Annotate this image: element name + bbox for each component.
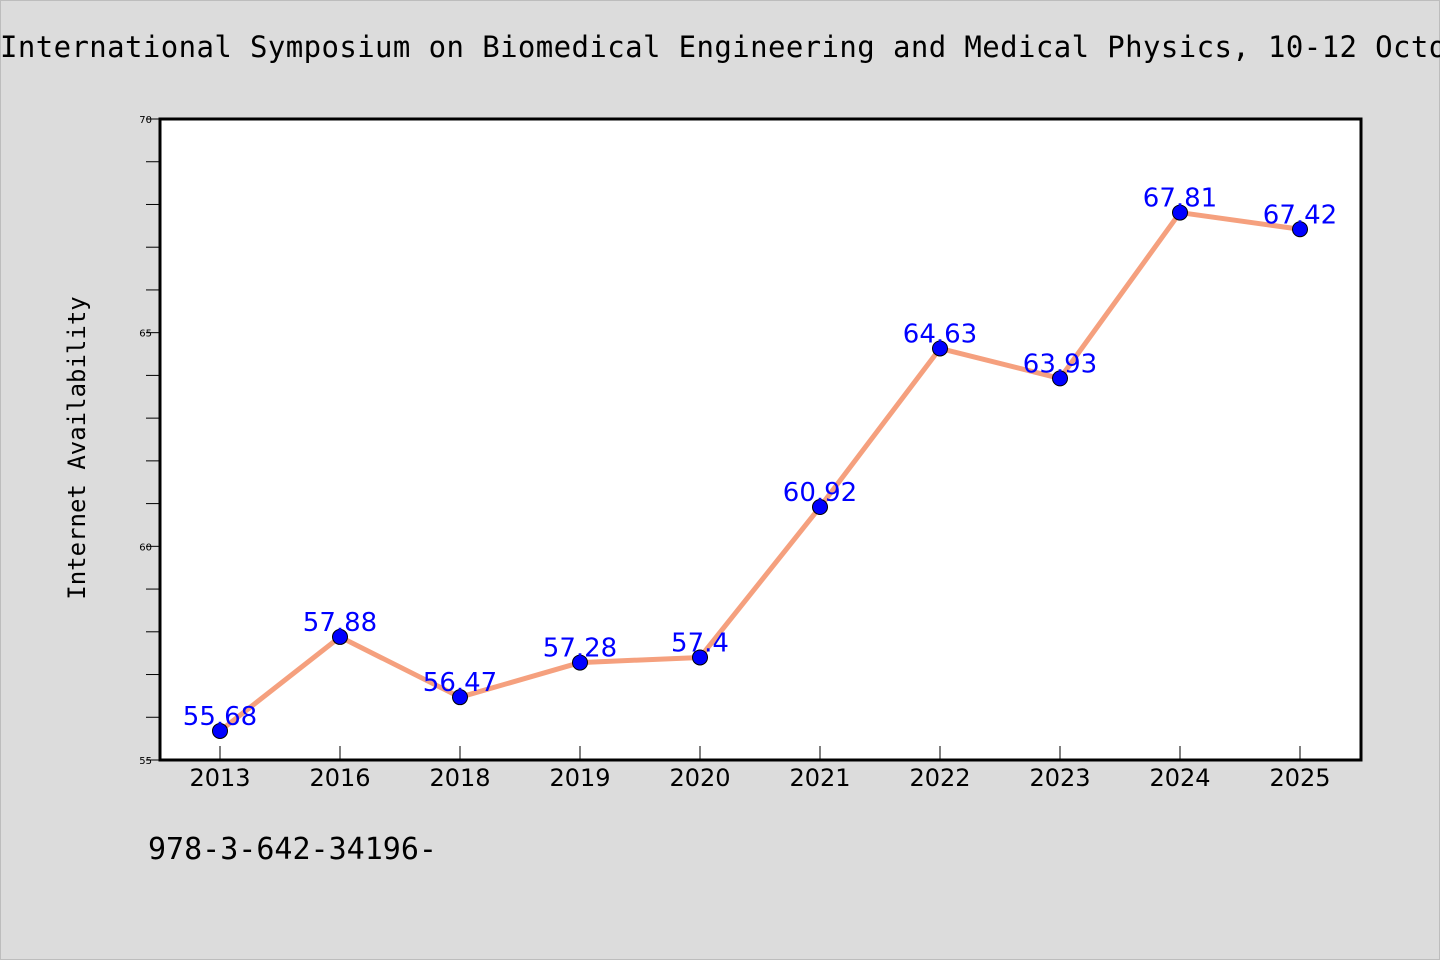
plot-area [158,117,1363,762]
data-label: 64.63 [903,319,977,349]
x-tick-label: 2018 [429,764,490,792]
data-point [692,649,708,666]
data-label: 63.93 [1023,349,1097,379]
data-point [212,722,228,739]
data-point [1172,204,1188,221]
data-label-group: 55.68 57.88 56.47 57.28 57.4 60.92 64.63 63.93 6… [183,184,1337,732]
data-point [572,654,588,671]
data-point [452,689,468,706]
x-tick-label: 2021 [789,764,850,792]
series-marker-group [212,204,1308,739]
data-point [932,340,948,357]
data-label: 57.4 [671,628,729,658]
data-label: 55.68 [183,702,257,732]
data-point [812,499,828,516]
x-tick-label: 2025 [1269,764,1330,792]
data-label: 57.88 [303,608,377,638]
footer-isbn: 978-3-642-34196- [148,832,437,867]
x-axis-ticks: 2013 2016 2018 2019 2020 2021 2022 2023 2024 2025 [189,746,1331,792]
x-tick-label: 2020 [669,764,730,792]
data-label: 67.81 [1143,184,1217,214]
y-tick-label: 70 [139,115,152,126]
series-line-group [217,210,1303,734]
y-tick-label: 65 [139,329,152,340]
data-label: 57.28 [543,634,617,664]
data-label: 67.42 [1263,200,1337,230]
y-tick-label: 55 [139,756,152,767]
x-tick-label: 2024 [1149,764,1210,792]
series-line [217,210,1303,734]
y-axis-label: Internet Availability [63,296,91,599]
y-axis-ticks: 55 60 65 70 [139,115,160,767]
x-tick-label: 2022 [909,764,970,792]
data-point [1292,221,1308,238]
y-tick-label: 60 [139,542,152,553]
x-tick-label: 2016 [309,764,370,792]
x-tick-label: 2019 [549,764,610,792]
chart-title: International Symposium on Biomedical En… [0,30,1440,64]
x-tick-label: 2013 [189,764,250,792]
data-point [332,628,348,645]
data-label: 56.47 [423,668,497,698]
x-tick-label: 2023 [1029,764,1090,792]
data-label: 60.92 [783,478,857,508]
data-point [1052,370,1068,387]
